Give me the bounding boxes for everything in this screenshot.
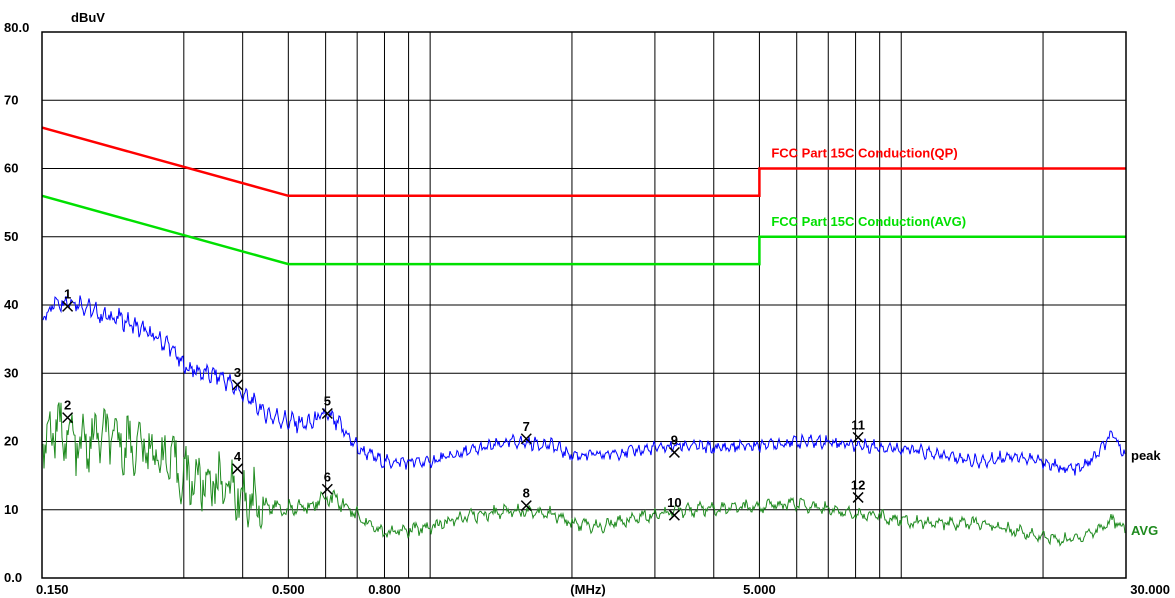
marker-label: 8 (523, 486, 530, 501)
trace-label: peak (1131, 448, 1161, 463)
marker-x (62, 412, 74, 424)
marker-label: 6 (324, 469, 331, 484)
marker-x (321, 407, 333, 420)
y-tick-label: 70 (4, 92, 18, 107)
marker-label: 7 (523, 419, 530, 434)
marker-x (231, 463, 244, 475)
trace-label: AVG (1131, 523, 1158, 538)
marker-label: 11 (851, 417, 865, 432)
marker-label: 5 (324, 394, 331, 409)
marker-label: 2 (64, 398, 71, 413)
marker-x (231, 379, 244, 391)
marker-x (520, 433, 532, 445)
x-tick-label: 0.150 (36, 582, 69, 597)
limit-label: FCC Part 15C Conduction(AVG) (771, 214, 966, 229)
trace-line (42, 295, 1126, 476)
marker-x (321, 483, 333, 495)
y-tick-label: 80.0 (4, 20, 29, 35)
y-tick-label: 30 (4, 365, 18, 380)
trace-lines: peak AVG (42, 295, 1161, 547)
y-tick-label: 40 (4, 297, 18, 312)
marker-label: 9 (671, 432, 678, 447)
marker-label: 10 (667, 495, 681, 510)
limit-lines: FCC Part 15C Conduction(QP) FCC Part 15C … (41, 126, 1126, 266)
marker-x (668, 446, 680, 458)
x-tick-label: 0.500 (272, 582, 305, 597)
y-tick-label: 0.0 (4, 570, 22, 585)
marker-x (852, 491, 864, 503)
x-tick-label: 30.000 (1130, 582, 1170, 597)
marker-x (520, 500, 532, 512)
marker-x (62, 300, 74, 312)
y-tick-label: 10 (4, 502, 18, 517)
limit-label: FCC Part 15C Conduction(QP) (771, 146, 957, 161)
axis-labels: 80.0 70 60 50 40 30 20 10 0.0 dBuV 0.150 0.500 0.800… (4, 10, 1170, 597)
plot-frame (41, 31, 1127, 579)
x-tick-label: 0.800 (368, 582, 401, 597)
trace-line (42, 402, 1126, 547)
x-tick-label: 5.000 (743, 582, 776, 597)
x-unit-label: (MHz) (570, 582, 605, 597)
marker-x (852, 431, 864, 443)
limit-line (41, 194, 1126, 266)
y-unit-label: dBuV (71, 10, 105, 25)
y-tick-label: 50 (4, 229, 18, 244)
y-tick-label: 20 (4, 434, 18, 449)
marker-label: 12 (851, 477, 865, 492)
marker-label: 1 (64, 286, 71, 301)
y-tick-label: 60 (4, 161, 18, 176)
marker-label: 3 (234, 365, 241, 380)
marker-label: 4 (234, 449, 242, 464)
marker-x (668, 509, 680, 521)
limit-line (41, 126, 1126, 198)
